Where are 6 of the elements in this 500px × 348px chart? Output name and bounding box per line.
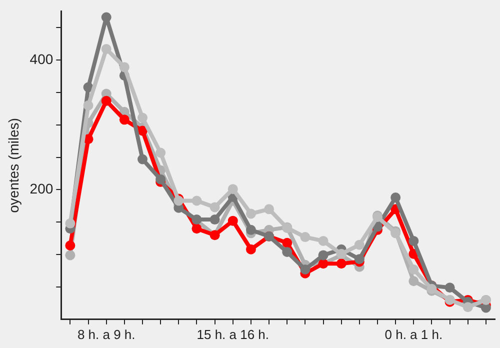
y-tick-label: 200 bbox=[30, 180, 54, 197]
x-tick-label: 15 h. a 16 h. bbox=[196, 326, 270, 342]
x-tick-label: 8 h. a 9 h. bbox=[77, 326, 136, 342]
y-tick-label: 400 bbox=[30, 50, 54, 67]
x-tick-label: 0 h. a 1 h. bbox=[384, 326, 443, 342]
y-axis-title: oyentes (miles) bbox=[5, 118, 22, 213]
